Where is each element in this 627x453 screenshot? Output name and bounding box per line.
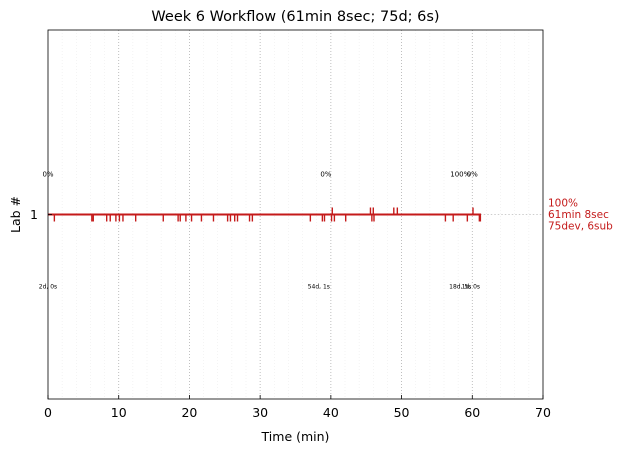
duration-label: 54d, 1s <box>308 284 330 291</box>
y-axis-label: Lab # <box>8 196 23 233</box>
y-tick-label: 1 <box>30 207 38 222</box>
x-tick-label: 30 <box>252 405 268 420</box>
x-tick-label: 0 <box>44 405 52 420</box>
duration-label: 18d, 5s <box>449 284 471 291</box>
percent-label: 0% <box>467 171 478 179</box>
x-tick-label: 20 <box>181 405 197 420</box>
timeline-series <box>48 207 543 222</box>
x-tick-label: 50 <box>394 405 410 420</box>
axes: 0 10 20 30 40 50 60 70 1 <box>30 207 551 420</box>
side-summary-label: 61min 8sec <box>548 209 609 221</box>
x-tick-label: 70 <box>535 405 551 420</box>
x-tick-label: 60 <box>464 405 480 420</box>
chart-title: Week 6 Workflow (61min 8sec; 75d; 6s) <box>151 9 439 25</box>
side-summary-label: 100% <box>548 198 578 210</box>
side-summary-label: 75dev, 6sub <box>548 221 613 233</box>
percent-label: 0% <box>320 171 331 179</box>
percent-label: 100% <box>450 171 470 179</box>
duration-label: 1d, 0s <box>462 284 480 291</box>
x-axis-label: Time (min) <box>261 429 330 444</box>
x-tick-label: 40 <box>323 405 339 420</box>
x-tick-label: 10 <box>111 405 127 420</box>
